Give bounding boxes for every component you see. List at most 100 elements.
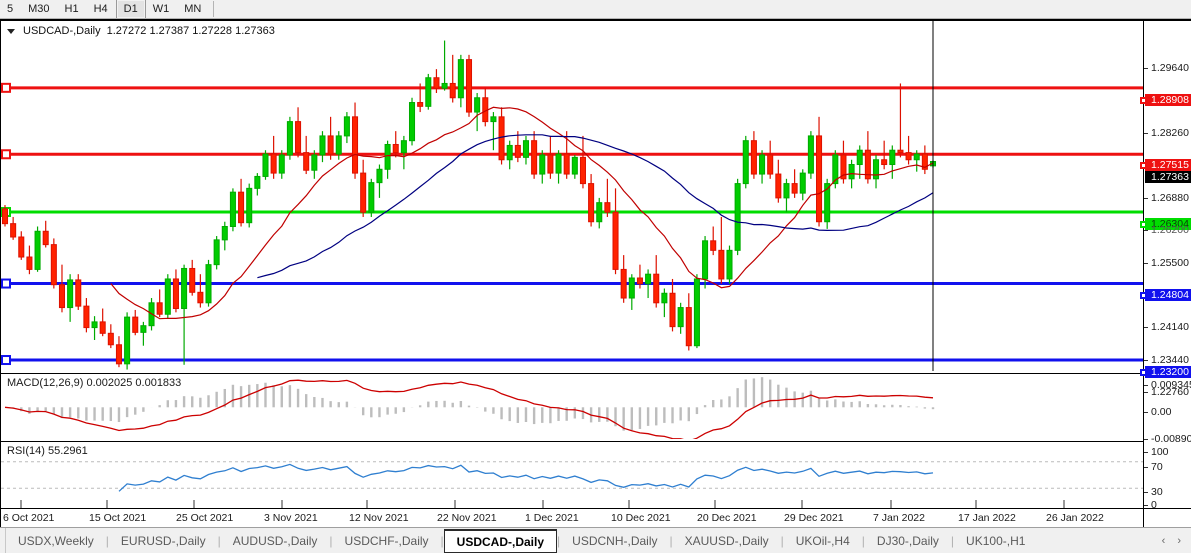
price-pane[interactable]: USDCAD-,Daily 1.27272 1.27387 1.27228 1.… xyxy=(1,21,1143,371)
candle-body xyxy=(58,284,66,309)
price-level-label-blue[interactable]: 1.23200 xyxy=(1140,366,1191,378)
price-scale[interactable]: 1.29640 1.28260 1.26880 1.25500 1.24140 1.234… xyxy=(1140,20,1191,511)
candle-body xyxy=(872,159,880,180)
rsi-tick: 70 xyxy=(1144,461,1191,473)
price-level-label-red[interactable]: 1.27515 xyxy=(1140,159,1191,171)
timeframe-m30[interactable]: M30 xyxy=(21,0,57,18)
macd-label: MACD(12,26,9) 0.002025 0.001833 xyxy=(7,377,182,389)
timeframe-5[interactable]: 5 xyxy=(0,0,21,18)
candle-body xyxy=(734,183,741,251)
timeframe-label: M30 xyxy=(28,2,50,15)
macd-pane[interactable]: MACD(12,26,9) 0.002025 0.001833 xyxy=(1,373,1143,439)
candle-body xyxy=(571,156,578,175)
scroll-left-icon[interactable]: ‹ xyxy=(1161,534,1166,547)
level-drag-handle[interactable] xyxy=(1140,221,1147,228)
timeframe-d1[interactable]: D1 xyxy=(115,0,146,18)
level-drag-handle[interactable] xyxy=(1140,97,1147,104)
tab-eurusd-daily[interactable]: EURUSD-,Daily xyxy=(109,528,218,554)
scroll-right-icon[interactable]: › xyxy=(1177,534,1181,547)
tab-label: USDCNH-,Daily xyxy=(572,533,658,548)
candle-body xyxy=(596,202,603,223)
macd-tick: 0.00 xyxy=(1144,406,1191,418)
candle-body xyxy=(889,149,896,166)
candle-body xyxy=(124,316,131,365)
level-drag-handle[interactable] xyxy=(1140,369,1147,376)
hline-anchor[interactable] xyxy=(1,355,11,366)
macd-tick: -0.00890 xyxy=(1144,433,1191,445)
candle-body xyxy=(262,153,269,177)
candle-body xyxy=(742,140,749,185)
tab-usdx-weekly[interactable]: USDX,Weekly xyxy=(6,528,106,554)
candle-body xyxy=(42,230,49,246)
timeframe-h1[interactable]: H1 xyxy=(58,0,87,18)
chevron-down-icon[interactable] xyxy=(7,28,15,34)
price-tick: 1.26200 xyxy=(1144,224,1191,236)
tab-xauusd-daily[interactable]: XAUUSD-,Daily xyxy=(673,528,781,554)
candle-body xyxy=(522,140,530,158)
tab-uk100-h1[interactable]: UK100-,H1 xyxy=(954,528,1037,554)
price-level-label-black[interactable]: 1.27363 xyxy=(1145,171,1191,183)
tab-separator: | xyxy=(669,533,673,548)
candle-body xyxy=(360,172,367,213)
candle-body xyxy=(588,183,595,223)
timeframe-h4[interactable]: H4 xyxy=(87,0,116,18)
tab-ukoil-h4[interactable]: UKOil-,H4 xyxy=(784,528,862,554)
candle-body xyxy=(18,236,25,258)
price-tick: 1.29640 xyxy=(1144,62,1191,74)
candle-body xyxy=(539,154,546,175)
candle-body xyxy=(881,159,888,166)
timeframe-label: W1 xyxy=(152,2,170,15)
candle-body xyxy=(164,278,171,315)
candle-body xyxy=(10,223,17,238)
tab-separator: | xyxy=(329,533,333,548)
candle-body xyxy=(303,152,310,171)
price-level-label-red[interactable]: 1.28908 xyxy=(1140,94,1191,106)
candle-body xyxy=(1,208,9,225)
price-level-label-blue[interactable]: 1.24804 xyxy=(1140,289,1191,301)
chart-plot-area[interactable]: USDCAD-,Daily 1.27272 1.27387 1.27228 1.… xyxy=(0,20,1144,509)
candle-body xyxy=(767,154,774,175)
tab-audusd-daily[interactable]: AUDUSD-,Daily xyxy=(221,528,330,554)
candle-body xyxy=(791,183,798,194)
candle-body xyxy=(99,321,106,334)
candle-body xyxy=(718,249,725,280)
rsi-tick: 100 xyxy=(1144,446,1191,458)
hline-anchor[interactable] xyxy=(1,278,11,289)
candle-body xyxy=(213,239,220,266)
tab-scroll-arrows[interactable]: ‹ › xyxy=(1162,535,1191,547)
candle-body xyxy=(319,135,326,156)
candle-body xyxy=(254,175,261,189)
tab-label: UK100-,H1 xyxy=(966,533,1026,548)
date-tick: 26 Jan 2022 xyxy=(1046,512,1104,524)
candle-body xyxy=(352,116,359,174)
candle-body xyxy=(75,279,82,307)
macd-tick: 0.009345 xyxy=(1144,379,1191,391)
tab-usdcad-daily[interactable]: USDCAD-,Daily xyxy=(443,528,558,553)
level-drag-handle[interactable] xyxy=(1140,162,1147,169)
date-tick: 6 Oct 2021 xyxy=(3,512,55,524)
rsi-pane[interactable]: RSI(14) 55.2961 xyxy=(1,441,1143,508)
candle-body xyxy=(465,59,473,113)
price-level-label-green[interactable]: 1.26304 xyxy=(1140,218,1191,230)
chart-tab-bar[interactable]: USDX,Weekly | EURUSD-,Daily | AUDUSD-,Daily |… xyxy=(0,527,1191,553)
candle-body xyxy=(563,153,570,175)
candle-body xyxy=(400,140,407,154)
timeframe-w1[interactable]: W1 xyxy=(146,0,178,18)
candle-body xyxy=(34,230,41,270)
timeframe-mn[interactable]: MN xyxy=(177,0,209,18)
tab-label: DJ30-,Daily xyxy=(876,533,939,548)
tab-usdcnh-daily[interactable]: USDCNH-,Daily xyxy=(560,528,669,554)
candle-body xyxy=(612,211,619,270)
tab-usdchf-daily[interactable]: USDCHF-,Daily xyxy=(333,528,441,554)
candle-body xyxy=(181,267,188,310)
candle-body xyxy=(661,292,668,304)
timeframe-toolbar[interactable]: 5 M30 H1 H4 D1 W1 MN xyxy=(0,0,1191,19)
candle-body xyxy=(433,77,440,89)
hline-anchor[interactable] xyxy=(1,82,11,93)
rsi-tick: 0 xyxy=(1144,499,1191,511)
date-scale[interactable]: 6 Oct 2021 15 Oct 2021 25 Oct 2021 3 Nov 20… xyxy=(0,509,1144,528)
hline-anchor[interactable] xyxy=(1,149,11,160)
tab-dj30-daily[interactable]: DJ30-,Daily xyxy=(865,528,951,554)
price-tick: 1.22760 xyxy=(1144,386,1191,398)
level-drag-handle[interactable] xyxy=(1140,292,1147,299)
